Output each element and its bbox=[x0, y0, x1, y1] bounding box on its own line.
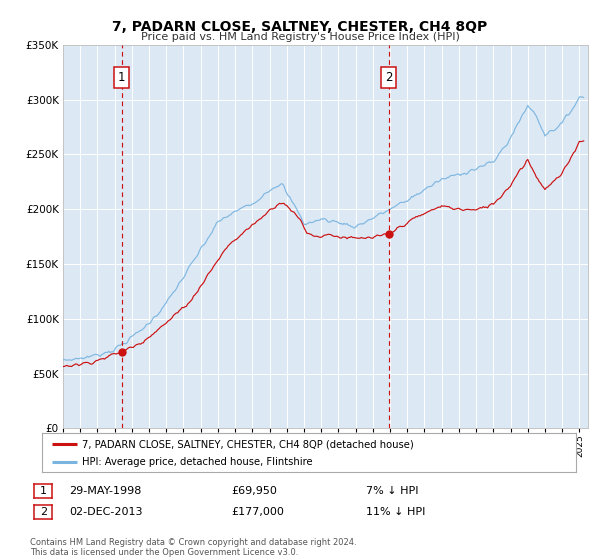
Text: 1: 1 bbox=[40, 486, 47, 496]
Text: 7, PADARN CLOSE, SALTNEY, CHESTER, CH4 8QP: 7, PADARN CLOSE, SALTNEY, CHESTER, CH4 8… bbox=[112, 20, 488, 34]
Text: 7% ↓ HPI: 7% ↓ HPI bbox=[366, 486, 419, 496]
Text: HPI: Average price, detached house, Flintshire: HPI: Average price, detached house, Flin… bbox=[82, 457, 313, 467]
Text: £177,000: £177,000 bbox=[231, 507, 284, 517]
Text: £69,950: £69,950 bbox=[231, 486, 277, 496]
Text: 7, PADARN CLOSE, SALTNEY, CHESTER, CH4 8QP (detached house): 7, PADARN CLOSE, SALTNEY, CHESTER, CH4 8… bbox=[82, 439, 414, 449]
Text: 11% ↓ HPI: 11% ↓ HPI bbox=[366, 507, 425, 517]
Text: 02-DEC-2013: 02-DEC-2013 bbox=[69, 507, 143, 517]
Text: 2: 2 bbox=[40, 507, 47, 517]
Text: Price paid vs. HM Land Registry's House Price Index (HPI): Price paid vs. HM Land Registry's House … bbox=[140, 32, 460, 43]
Text: 29-MAY-1998: 29-MAY-1998 bbox=[69, 486, 142, 496]
Text: 2: 2 bbox=[385, 71, 392, 84]
Text: Contains HM Land Registry data © Crown copyright and database right 2024.
This d: Contains HM Land Registry data © Crown c… bbox=[30, 538, 356, 557]
Text: 1: 1 bbox=[118, 71, 125, 84]
